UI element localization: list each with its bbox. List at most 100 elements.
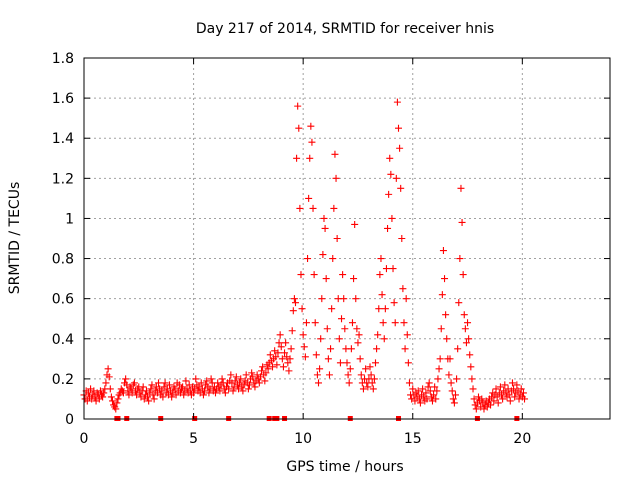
data-point <box>513 381 521 389</box>
data-point <box>245 381 253 389</box>
data-point <box>391 319 399 327</box>
data-point <box>339 271 347 279</box>
data-point <box>359 385 367 393</box>
data-point <box>435 365 443 373</box>
data-point <box>297 271 305 279</box>
data-point <box>506 397 514 405</box>
axis-ticks <box>83 57 610 420</box>
data-point <box>458 218 466 226</box>
data-point <box>327 345 335 353</box>
data-point <box>84 389 92 397</box>
data-point <box>317 335 325 343</box>
data-point <box>333 235 341 242</box>
data-point <box>437 325 445 333</box>
data-point <box>205 389 213 397</box>
data-point <box>397 184 405 192</box>
data-point <box>405 379 413 387</box>
data-point <box>387 170 395 178</box>
data-point <box>313 371 321 379</box>
x-axis-label: GPS time / hours <box>286 459 403 475</box>
data-point <box>478 395 486 403</box>
data-point <box>517 385 525 393</box>
data-point <box>446 355 454 363</box>
data-point <box>401 345 409 353</box>
data-point <box>425 379 433 387</box>
data-point <box>356 355 364 363</box>
data-point <box>374 331 382 339</box>
x-tick-label: 10 <box>294 431 312 447</box>
data-point <box>197 379 205 387</box>
data-point <box>352 295 360 303</box>
data-point <box>426 387 434 395</box>
data-point <box>371 359 379 367</box>
data-point <box>318 295 326 303</box>
data-point <box>293 154 301 162</box>
data-point <box>139 383 147 391</box>
data-point <box>255 379 263 387</box>
data-point <box>447 379 455 387</box>
data-point <box>377 255 385 263</box>
data-point <box>322 275 330 283</box>
data-point <box>348 319 356 327</box>
data-point <box>268 363 276 371</box>
data-point <box>350 275 358 283</box>
chart-title: Day 217 of 2014, SRMTID for receiver hni… <box>196 21 494 37</box>
y-tick-label: 0 <box>65 412 74 428</box>
x-tick-label: 15 <box>404 431 422 447</box>
data-point <box>225 385 233 393</box>
data-point <box>392 174 400 182</box>
data-point <box>521 395 529 403</box>
data-point <box>430 391 438 399</box>
data-point <box>445 371 453 379</box>
data-point <box>321 224 329 232</box>
data-point <box>149 391 157 399</box>
data-point <box>158 387 166 395</box>
data-point <box>442 311 450 319</box>
data-point <box>396 144 404 152</box>
y-tick-label: 1.8 <box>52 51 74 67</box>
data-point <box>192 375 200 383</box>
data-point <box>276 331 284 339</box>
data-point <box>201 387 209 395</box>
data-point <box>493 393 501 401</box>
data-point <box>249 373 257 381</box>
data-point <box>262 369 270 377</box>
data-point <box>456 255 464 263</box>
y-tick-label: 0.6 <box>52 292 74 308</box>
data-point <box>284 359 292 367</box>
data-point <box>332 174 340 182</box>
data-point <box>419 385 427 393</box>
data-point <box>316 365 324 373</box>
data-point <box>386 154 394 162</box>
data-point <box>404 359 412 367</box>
data-point <box>301 353 309 361</box>
data-point <box>237 375 245 383</box>
data-point <box>366 363 374 371</box>
data-point <box>212 389 219 397</box>
x-tick-label: 20 <box>513 431 531 447</box>
data-point <box>510 385 518 393</box>
data-point <box>519 389 527 397</box>
data-point <box>207 375 215 383</box>
data-point <box>272 353 280 361</box>
data-point <box>308 138 316 146</box>
data-point <box>511 393 519 401</box>
data-point <box>299 331 307 339</box>
data-point <box>148 381 156 389</box>
data-point <box>388 214 396 222</box>
data-point <box>159 393 167 401</box>
data-point <box>381 305 389 313</box>
data-point <box>457 184 465 192</box>
data-point <box>273 361 281 369</box>
data-point <box>312 351 320 359</box>
data-point <box>340 295 348 303</box>
data-point <box>453 375 461 383</box>
data-point <box>315 379 323 387</box>
data-point <box>368 379 376 387</box>
data-point <box>416 399 424 407</box>
data-point <box>216 387 224 395</box>
data-point <box>375 305 383 313</box>
data-point <box>227 371 235 379</box>
data-point <box>459 271 467 279</box>
data-point <box>379 319 387 327</box>
